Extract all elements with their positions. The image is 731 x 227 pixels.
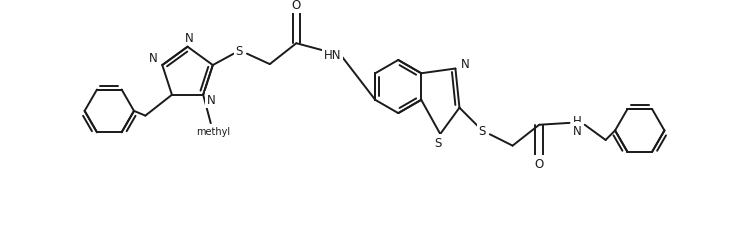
Text: O: O [292, 0, 301, 12]
Text: H: H [573, 115, 581, 128]
Text: methyl: methyl [197, 126, 231, 136]
Text: N: N [206, 94, 215, 106]
Text: S: S [435, 136, 442, 149]
Text: N: N [185, 32, 194, 44]
Text: HN: HN [324, 49, 341, 62]
Text: N: N [148, 52, 157, 65]
Text: O: O [534, 158, 544, 170]
Text: S: S [479, 124, 486, 137]
Text: S: S [235, 45, 243, 58]
Text: N: N [461, 58, 469, 71]
Text: N: N [573, 124, 581, 137]
